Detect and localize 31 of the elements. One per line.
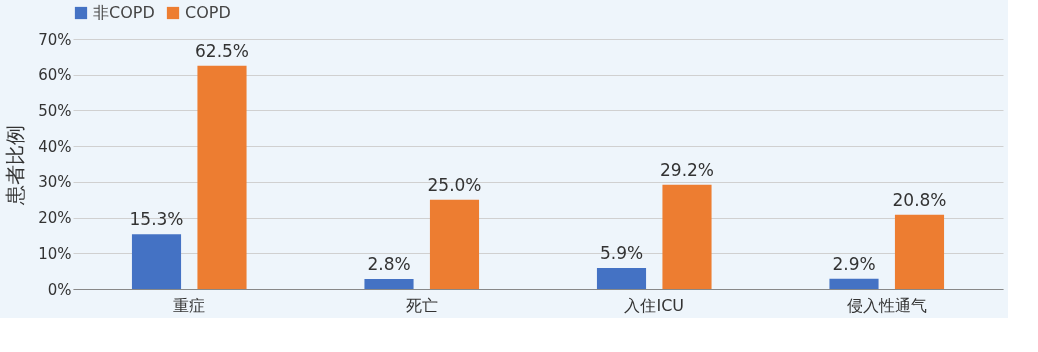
data-label: 5.9% — [599, 242, 644, 263]
y-tick-label: 70% — [38, 30, 72, 49]
x-tick-label: 侵入性通气 — [846, 295, 927, 315]
y-axis-title: 患者比例 — [3, 124, 28, 206]
y-tick-label: 20% — [38, 209, 72, 228]
y-tick-label: 60% — [38, 66, 72, 85]
bar — [829, 278, 879, 289]
x-tick-label: 死亡 — [405, 295, 438, 315]
x-tick-label: 入住ICU — [624, 295, 685, 315]
data-label: 62.5% — [194, 40, 249, 61]
data-label: 2.8% — [367, 254, 411, 274]
y-tick-label: 0% — [47, 280, 72, 299]
bar — [131, 234, 182, 289]
legend-label: COPD — [185, 3, 231, 22]
y-tick-label: 50% — [38, 101, 72, 120]
y-tick-label: 30% — [38, 173, 72, 192]
bar — [662, 184, 712, 289]
legend-label: 非COPD — [93, 3, 155, 22]
x-tick-label: 重症 — [173, 295, 206, 315]
data-label: 25.0% — [427, 174, 482, 195]
data-label: 2.9% — [832, 253, 876, 274]
bar — [429, 199, 480, 289]
bar — [364, 279, 414, 289]
data-label: 29.2% — [659, 159, 714, 180]
y-tick-label: 40% — [38, 137, 72, 156]
bar — [894, 214, 945, 289]
y-tick-label: 10% — [38, 244, 72, 263]
data-label: 15.3% — [129, 209, 184, 230]
bar — [197, 65, 247, 289]
data-label: 20.8% — [892, 189, 947, 210]
bar — [596, 267, 647, 289]
